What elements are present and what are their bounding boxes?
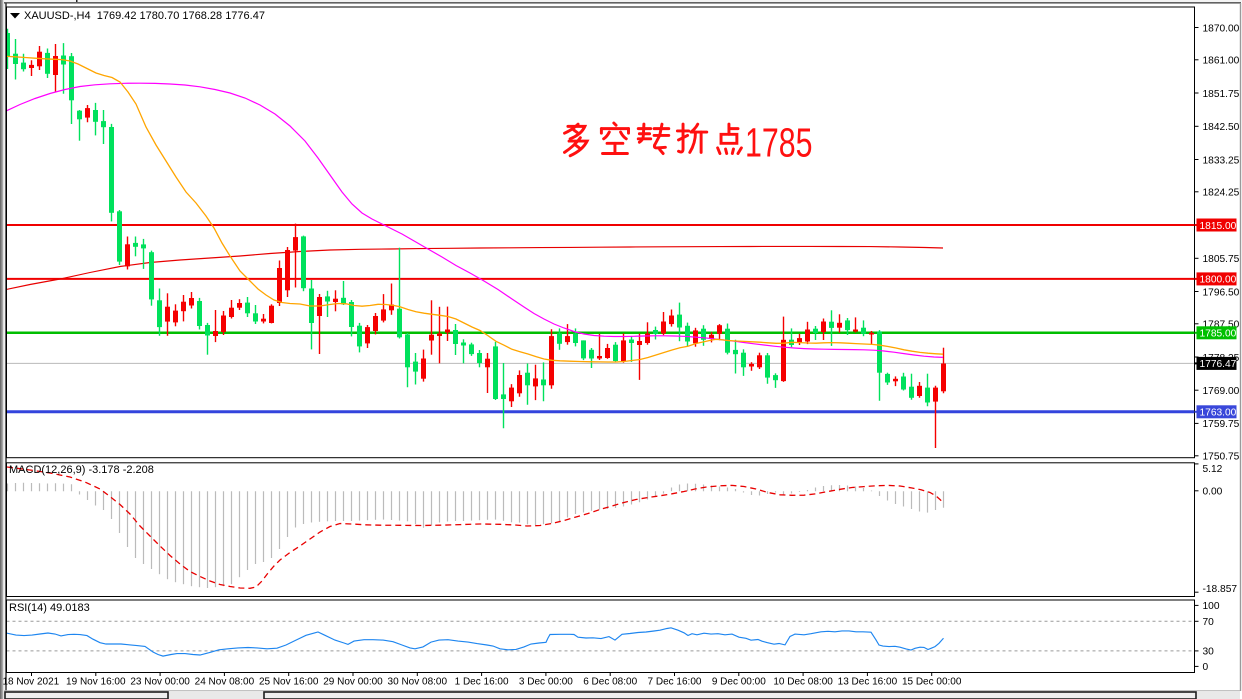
svg-text:1 Dec 16:00: 1 Dec 16:00 <box>455 677 509 688</box>
svg-text:1800.00: 1800.00 <box>1200 275 1237 286</box>
svg-text:1787.50: 1787.50 <box>1203 320 1240 331</box>
svg-text:1785: 1785 <box>745 119 812 166</box>
svg-text:24 Nov 08:00: 24 Nov 08:00 <box>195 677 255 688</box>
svg-text:MACD(12,26,9) -3.178 -2.208: MACD(12,26,9) -3.178 -2.208 <box>9 464 154 476</box>
svg-text:23 Nov 00:00: 23 Nov 00:00 <box>130 677 190 688</box>
svg-text:-18.857: -18.857 <box>1203 584 1238 595</box>
svg-text:1769.00: 1769.00 <box>1203 386 1240 397</box>
svg-text:70: 70 <box>1203 617 1215 628</box>
svg-text:1824.25: 1824.25 <box>1203 188 1240 199</box>
svg-text:18 Nov 2021: 18 Nov 2021 <box>3 677 60 688</box>
svg-text:13 Dec 16:00: 13 Dec 16:00 <box>838 677 898 688</box>
svg-text:15 Dec 00:00: 15 Dec 00:00 <box>902 677 962 688</box>
svg-text:6 Dec 08:00: 6 Dec 08:00 <box>583 677 637 688</box>
svg-text:1851.75: 1851.75 <box>1203 89 1240 100</box>
svg-text:1750.75: 1750.75 <box>1203 452 1240 463</box>
svg-text:1861.00: 1861.00 <box>1203 56 1240 67</box>
svg-text:10 Dec 08:00: 10 Dec 08:00 <box>773 677 833 688</box>
svg-text:9 Dec 00:00: 9 Dec 00:00 <box>712 677 766 688</box>
svg-text:3 Dec 00:00: 3 Dec 00:00 <box>519 677 573 688</box>
svg-text:100: 100 <box>1203 601 1220 612</box>
svg-text:30 Nov 08:00: 30 Nov 08:00 <box>388 677 448 688</box>
svg-text:25 Nov 16:00: 25 Nov 16:00 <box>259 677 319 688</box>
svg-text:1805.75: 1805.75 <box>1203 254 1240 265</box>
svg-text:1833.25: 1833.25 <box>1203 155 1240 166</box>
svg-text:1842.50: 1842.50 <box>1203 122 1240 133</box>
svg-text:RSI(14) 49.0183: RSI(14) 49.0183 <box>9 602 90 614</box>
svg-text:5.12: 5.12 <box>1203 464 1223 475</box>
svg-text:1815.00: 1815.00 <box>1200 221 1237 232</box>
svg-text:0.00: 0.00 <box>1203 487 1223 498</box>
svg-text:1759.75: 1759.75 <box>1203 419 1240 430</box>
svg-text:XAUUSD-,H4 1769.42 1780.70 17: XAUUSD-,H4 1769.42 1780.70 1768.28 1776.… <box>24 10 265 22</box>
svg-text:19 Nov 16:00: 19 Nov 16:00 <box>66 677 126 688</box>
svg-text:1870.00: 1870.00 <box>1203 23 1240 34</box>
svg-text:1785.00: 1785.00 <box>1200 329 1237 340</box>
svg-text:1763.00: 1763.00 <box>1200 408 1237 419</box>
svg-text:0: 0 <box>1203 662 1209 673</box>
svg-text:1776.47: 1776.47 <box>1200 359 1237 370</box>
svg-text:29 Nov 00:00: 29 Nov 00:00 <box>323 677 383 688</box>
svg-text:7 Dec 16:00: 7 Dec 16:00 <box>648 677 702 688</box>
svg-text:30: 30 <box>1203 647 1215 658</box>
svg-text:1796.50: 1796.50 <box>1203 287 1240 298</box>
